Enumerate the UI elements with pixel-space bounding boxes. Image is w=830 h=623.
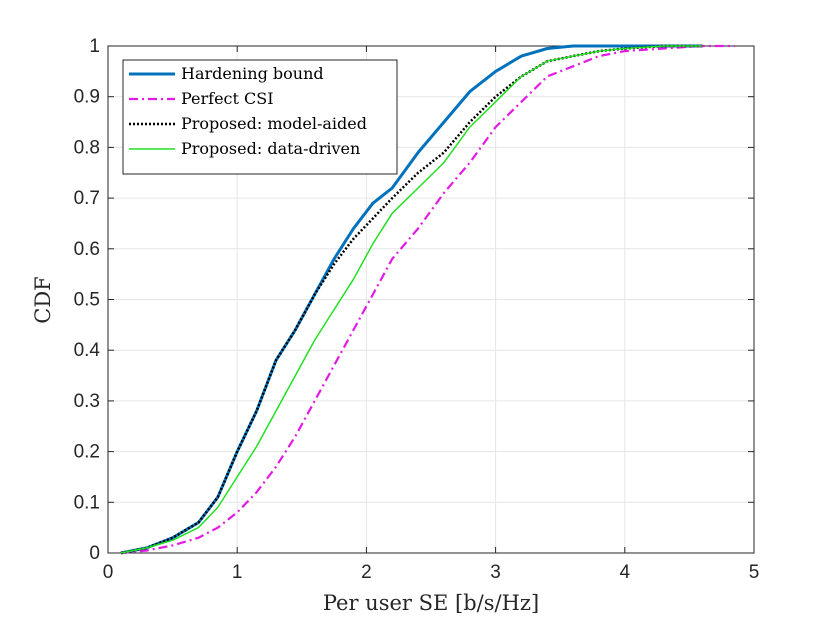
y-tick-label: 0.9	[74, 87, 100, 108]
legend: Hardening bound Perfect CSI Proposed: mode…	[122, 59, 398, 175]
y-tick-label: 0	[89, 543, 100, 564]
legend-box	[122, 59, 398, 175]
y-tick-label: 0.1	[74, 492, 100, 513]
legend-entry: Perfect CSI	[181, 89, 274, 108]
legend-entry: Hardening bound	[181, 64, 324, 83]
y-tick-label: 0.5	[74, 290, 100, 311]
y-tick-label: 0.8	[74, 137, 100, 158]
x-tick-label: 0	[103, 562, 114, 583]
series-line-perfect-csi	[120, 44, 735, 555]
y-tick-label: 0.6	[74, 239, 100, 260]
legend-entry: Proposed: data-driven	[181, 139, 360, 158]
x-tick-label: 4	[620, 562, 631, 583]
tick-labels: 0 1 2 3 4 5 0 0.1 0.2 0.3 0.4 0.5 0.6 0.7 0.8 0.9 1	[74, 36, 760, 583]
series-lines	[120, 44, 735, 555]
y-tick-label: 0.2	[74, 442, 100, 463]
x-tick-label: 3	[490, 562, 501, 583]
y-tick-label: 0.4	[74, 340, 101, 361]
y-tick-label: 0.7	[74, 188, 100, 209]
x-tick-label: 5	[749, 562, 760, 583]
y-tick-label: 1	[89, 36, 100, 57]
y-tick-label: 0.3	[74, 391, 100, 412]
legend-entry: Proposed: model-aided	[181, 114, 367, 133]
series-line-proposed-model-aided	[120, 44, 703, 555]
x-axis-label: Per user SE [b/s/Hz]	[323, 591, 539, 615]
x-tick-label: 2	[361, 562, 372, 583]
x-tick-label: 1	[232, 562, 243, 583]
y-axis-label: CDF	[31, 276, 55, 323]
series-line-proposed-data-driven	[120, 45, 703, 554]
